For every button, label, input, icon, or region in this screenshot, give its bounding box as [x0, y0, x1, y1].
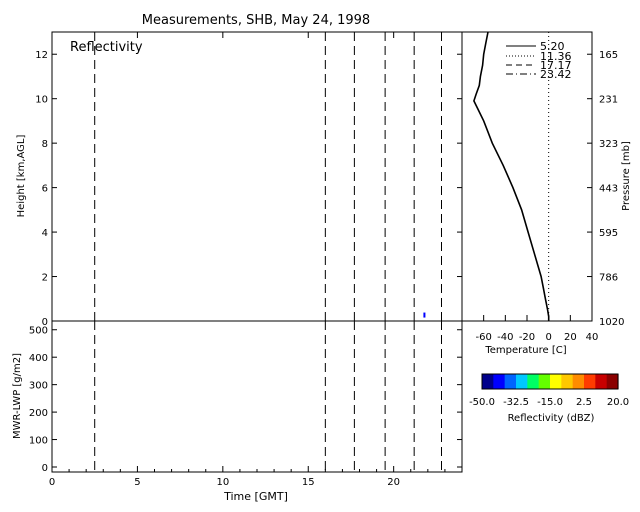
colorbar-swatch-3 [504, 374, 517, 389]
colorbar-swatch-12 [606, 374, 619, 389]
reflectivity-y-axis-label: Height [km,AGL] [16, 135, 27, 218]
pressure-tick-label-4: 323 [599, 139, 618, 150]
temperature-profile-1 [473, 31, 550, 321]
lwp-y-tick-label-4: 400 [29, 353, 48, 364]
sounding-frame [461, 31, 593, 322]
reflectivity-y-tick-label-5: 10 [35, 95, 48, 106]
colorbar-swatch-6 [538, 374, 551, 389]
colorbar-swatch-7 [550, 374, 562, 389]
colorbar-tick-label-3: 2.5 [576, 397, 592, 408]
reflectivity-panel-label: Reflectivity [70, 40, 143, 55]
time-axis-label: Time [GMT] [223, 490, 288, 503]
reflectivity-echo-1 [423, 312, 426, 318]
temperature-x-tick-label-1: -40 [497, 332, 513, 343]
legend-label-4: 23.42 [540, 68, 572, 81]
colorbar-swatch-2 [493, 374, 506, 389]
lwp-y-tick-label-0: 0 [42, 463, 48, 474]
lwp-y-tick-label-5: 500 [29, 326, 48, 337]
sounding-panel: Temperature [C] Pressure [mb] -60 -40 -20 0… [461, 31, 632, 356]
reflectivity-y-tick-label-1: 2 [42, 273, 48, 284]
colorbar-tick-label-1: -32.5 [503, 397, 529, 408]
colorbar-label: Reflectivity (dBZ) [508, 413, 595, 424]
temperature-x-tick-label-5: 40 [586, 332, 599, 343]
temperature-x-tick-label-0: -60 [475, 332, 491, 343]
time-x-tick-label-0: 0 [49, 477, 55, 488]
colorbar-tick-label-2: -15.0 [537, 397, 563, 408]
lwp-frame [51, 320, 463, 473]
colorbar-swatch-10 [584, 374, 596, 389]
colorbar-swatch-5 [527, 374, 540, 389]
colorbar-swatch-4 [516, 374, 528, 389]
legend-label-2: 11.36 [540, 50, 572, 63]
reflectivity-plot: 0 2 4 6 8 10 12 [35, 32, 462, 328]
lwp-panel: MWR-LWP [g/m2] Time [GMT] 01002003004005… [12, 32, 463, 503]
lwp-y-tick-label-3: 300 [29, 381, 48, 392]
lwp-y-tick-label-1: 100 [29, 436, 48, 447]
temperature-axis-label: Temperature [C] [484, 345, 566, 356]
reflectivity-panel: Reflectivity Height [km,AGL] 0 2 4 6 8 10 12 [16, 31, 463, 328]
colorbar: -50.0 -32.5 -15.0 2.5 20.0 Reflectivity (dBZ… [469, 373, 629, 424]
time-x-tick-label-2: 10 [216, 477, 229, 488]
lwp-y-tick-label-2: 200 [29, 408, 48, 419]
reflectivity-y-tick-label-0: 0 [42, 317, 48, 328]
time-x-tick-label-1: 5 [134, 477, 140, 488]
time-x-tick-label-3: 15 [302, 477, 315, 488]
colorbar-tick-label-4: 20.0 [607, 397, 629, 408]
sounding-legend: 5.20 11.36 17.17 23.42 [506, 40, 572, 81]
colorbar-swatch-8 [561, 374, 574, 389]
colorbar-frame [481, 373, 619, 390]
pressure-axis-label: Pressure [mb] [621, 141, 632, 211]
reflectivity-y-tick-label-4: 8 [42, 139, 48, 150]
lwp-y-axis-label: MWR-LWP [g/m2] [12, 353, 23, 439]
colorbar-swatch-9 [572, 374, 585, 389]
reflectivity-y-tick-label-3: 6 [42, 184, 48, 195]
reflectivity-y-tick-label-2: 4 [42, 228, 48, 239]
colorbar-swatch-1 [482, 374, 494, 389]
figure-title: Measurements, SHB, May 24, 1998 [142, 13, 370, 28]
pressure-tick-label-1: 786 [599, 273, 618, 284]
pressure-tick-label-0: 1020 [599, 317, 624, 328]
temperature-x-tick-label-4: 20 [564, 332, 577, 343]
pressure-tick-label-6: 165 [599, 50, 618, 61]
temperature-x-tick-label-3: 0 [545, 332, 551, 343]
legend-label-1: 5.20 [540, 40, 565, 53]
pressure-tick-label-3: 443 [599, 184, 618, 195]
temperature-x-tick-label-2: -20 [519, 332, 535, 343]
reflectivity-frame [51, 31, 463, 322]
legend-label-3: 17.17 [540, 59, 572, 72]
time-x-tick-label-4: 20 [387, 477, 400, 488]
colorbar-swatch-11 [595, 374, 608, 389]
pressure-tick-label-2: 595 [599, 228, 618, 239]
reflectivity-y-tick-label-6: 12 [35, 50, 48, 61]
colorbar-swatches: -50.0 -32.5 -15.0 2.5 20.0 [469, 374, 629, 408]
colorbar-tick-label-0: -50.0 [469, 397, 495, 408]
pressure-tick-label-5: 231 [599, 95, 618, 106]
